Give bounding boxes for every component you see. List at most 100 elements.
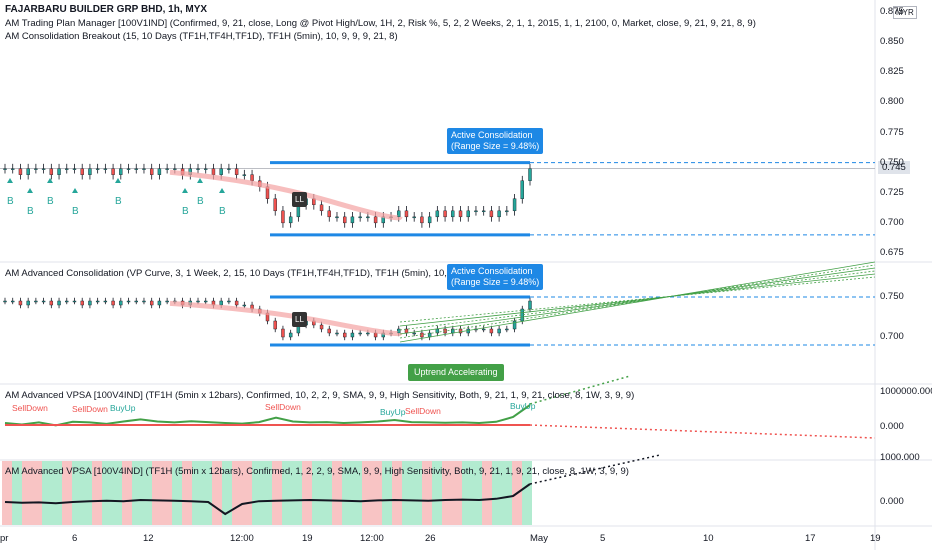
uptrend-line [399,261,876,343]
candle [250,174,254,181]
candle [219,168,223,175]
candle-pane2 [34,300,38,303]
candle-pane2 [242,304,247,307]
volume-zone [432,461,442,525]
pane2-title[interactable]: AM Advanced Consolidation (VP Curve, 3, … [5,268,532,279]
chart-title: FAJARBARU BUILDER GRP BHD, 1h, MYX [5,4,208,15]
candle [134,168,138,170]
volume-zone [492,461,502,525]
candle [489,210,494,218]
time-axis-label: 19 [870,533,881,544]
time-axis-label: 5 [600,533,606,544]
volume-zone [262,461,272,525]
candle [173,168,177,170]
uptrend-line [399,273,876,327]
uptrend-line [399,264,876,339]
price-tick-label: 0.875 [880,6,904,17]
candle [505,210,509,213]
volume-zone [102,461,112,525]
buy-arrow [27,188,33,193]
volume-zone [482,461,492,525]
volume-zone [392,461,402,525]
buy-arrow [7,178,13,183]
candle [80,168,84,175]
vp-curve-pane2 [169,300,403,337]
candle [358,216,362,219]
price-tick-label: 0.000 [880,496,904,507]
candle-pane2 [412,332,416,335]
candle [273,198,277,212]
candle [458,210,463,218]
candle [420,216,424,224]
candle [366,216,370,219]
candle-pane2 [273,320,277,330]
candle-pane2 [481,328,486,331]
candle [373,216,378,224]
candle [335,216,339,219]
pane3-title[interactable]: AM Advanced VPSA [100V4IND] (TF1H (5min … [5,390,635,401]
indicator-trading-plan-label[interactable]: AM Trading Plan Manager [100V1IND] (Conf… [5,18,756,29]
candle [142,168,146,170]
candle [397,210,401,218]
volume-zone [412,461,422,525]
volume-zone [142,461,152,525]
price-tick-label: 0.850 [880,36,904,48]
candle-pane2 [505,328,509,331]
price-tick-label: 0.775 [880,126,904,138]
current-price-badge: 0.745 [878,161,910,174]
currency-badge[interactable]: MYR [893,6,917,19]
candle [165,168,169,170]
volume-zone [2,461,12,525]
price-tick-label: 0.750 [880,291,904,302]
candle-pane2 [134,300,138,303]
pane4-title[interactable]: AM Advanced VPSA [100V4IND] (TF1H (5min … [5,466,629,477]
candle-pane2 [196,300,200,303]
volume-zone [12,461,22,525]
candle-pane2 [512,320,517,330]
time-axis-label: 26 [425,533,436,544]
candle [319,204,324,212]
candle-pane2 [350,332,355,338]
candle-pane2 [11,300,15,303]
active-consolidation-line2: (Range Size = 9.48%) [451,141,540,151]
volume-zone [292,461,302,525]
candle-pane2 [41,300,46,303]
candle-pane2 [327,328,331,334]
volume-zone [372,461,382,525]
volume-zone [212,461,222,525]
vpsa-signal-tag: SellDown [405,406,441,416]
candle-pane2 [489,328,494,334]
candle [103,168,108,170]
candle [327,210,331,218]
volume-zone [252,461,262,525]
candle-pane2 [119,300,123,306]
uptrend-accelerating-label: Uptrend Accelerating [408,364,504,381]
buy-arrow [115,178,121,183]
candle [281,210,285,224]
candle [126,168,131,170]
volume-zone [162,461,172,525]
candle-pane2 [111,300,115,306]
volume-zone [332,461,342,525]
candle [26,168,30,175]
candle [520,180,524,199]
volume-zone [362,461,372,525]
candle-pane2 [80,300,84,306]
indicator-consolidation-breakout-label[interactable]: AM Consolidation Breakout (15, 10 Days (… [5,31,398,42]
buy-signal-label: B [72,206,79,217]
candle-pane2 [65,300,69,303]
volume-zone [22,461,32,525]
volume-zone [192,461,202,525]
candle [119,168,123,175]
time-axis-label: 19 [302,533,313,544]
candle-pane2 [227,300,231,303]
volume-zone [522,461,532,525]
candle-pane2 [18,300,23,306]
buy-arrow [182,188,188,193]
vpsa-projection-up [529,375,631,405]
candle [95,168,100,170]
time-axis-label: 6 [72,533,78,544]
volume-zone [112,461,122,525]
price-tick-label: 1000000.000 [880,386,932,397]
candle-pane2 [366,332,370,335]
